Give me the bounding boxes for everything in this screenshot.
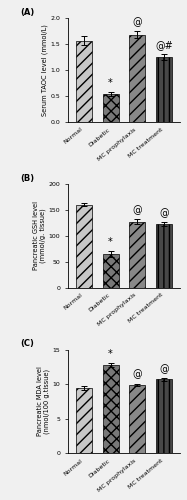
- Text: @: @: [159, 364, 169, 374]
- Bar: [102, 254, 119, 288]
- Text: *: *: [108, 349, 113, 359]
- Bar: [76, 40, 92, 122]
- Bar: [76, 388, 92, 454]
- Text: *: *: [108, 237, 113, 247]
- Bar: [156, 224, 172, 288]
- Text: @: @: [159, 208, 169, 218]
- Bar: [129, 35, 145, 122]
- Bar: [76, 204, 92, 288]
- Y-axis label: Pancreatic GSH level
(mmol/g. tissue): Pancreatic GSH level (mmol/g. tissue): [33, 202, 46, 270]
- Text: @#: @#: [155, 40, 173, 50]
- Y-axis label: Serum TAOC level (mmol/L): Serum TAOC level (mmol/L): [42, 24, 48, 116]
- Bar: [102, 94, 119, 122]
- Text: (C): (C): [21, 340, 35, 348]
- Bar: [102, 365, 119, 454]
- Text: @: @: [132, 370, 142, 380]
- Text: @: @: [132, 205, 142, 215]
- Bar: [156, 380, 172, 454]
- Bar: [129, 385, 145, 454]
- Text: *: *: [108, 78, 113, 88]
- Text: @: @: [132, 17, 142, 27]
- Text: (B): (B): [21, 174, 35, 182]
- Text: (A): (A): [21, 8, 35, 17]
- Y-axis label: Pancreatic MDA level
(nmol/100 g.tissue): Pancreatic MDA level (nmol/100 g.tissue): [37, 366, 50, 436]
- Bar: [156, 57, 172, 122]
- Bar: [129, 222, 145, 288]
